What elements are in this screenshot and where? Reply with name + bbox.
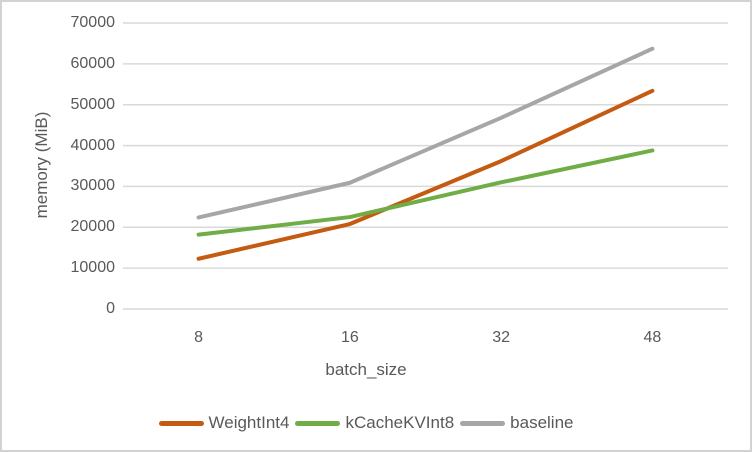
series-line-WeightInt4 bbox=[196, 88, 655, 261]
series-line-baseline bbox=[196, 46, 655, 220]
x-axis-title: batch_size bbox=[325, 360, 407, 379]
legend-label: kCacheKVInt8 bbox=[345, 413, 455, 432]
x-tick-label: 32 bbox=[492, 329, 511, 346]
y-tick-label: 60000 bbox=[70, 54, 116, 72]
legend-label: WeightInt4 bbox=[208, 413, 290, 432]
legend-item-kCacheKVInt8: kCacheKVInt8 bbox=[295, 411, 454, 435]
y-tick-label: 40000 bbox=[70, 136, 116, 154]
legend: WeightInt4 kCacheKVInt8 baseline bbox=[2, 411, 730, 435]
y-tick-label: 70000 bbox=[70, 14, 116, 31]
x-tick-label: 48 bbox=[643, 329, 662, 346]
x-tick-label: 16 bbox=[340, 329, 359, 346]
y-tick-label: 30000 bbox=[70, 177, 116, 195]
y-tick-label: 10000 bbox=[70, 259, 116, 277]
legend-line-swatch bbox=[158, 420, 204, 426]
y-tick-label: 0 bbox=[106, 300, 115, 317]
legend-item-baseline: baseline bbox=[460, 411, 573, 435]
x-tick-label: 8 bbox=[194, 329, 204, 346]
legend-line-swatch bbox=[295, 420, 341, 426]
y-tick-label: 20000 bbox=[70, 218, 116, 236]
y-axis-title: memory (MiB) bbox=[32, 111, 51, 219]
legend-item-WeightInt4: WeightInt4 bbox=[158, 411, 290, 435]
legend-line-swatch bbox=[460, 420, 506, 426]
series-line-kCacheKVInt8 bbox=[196, 148, 655, 237]
y-tick-label: 50000 bbox=[70, 95, 116, 113]
legend-label: baseline bbox=[510, 413, 574, 432]
